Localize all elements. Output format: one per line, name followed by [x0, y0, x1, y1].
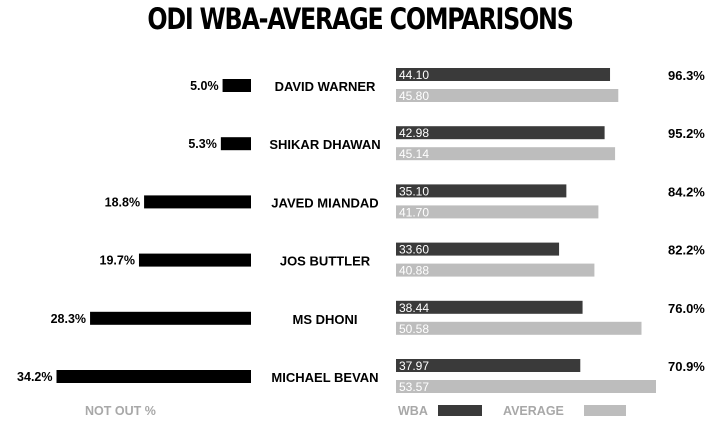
- legend-average-swatch: [584, 405, 626, 416]
- ratio-label: 82.2%: [668, 243, 705, 258]
- not-out-label: 5.3%: [188, 137, 217, 151]
- ratio-label: 76.0%: [668, 301, 705, 316]
- average-value-label: 41.70: [399, 205, 429, 219]
- average-bar: [396, 205, 599, 219]
- not-out-bar: [222, 79, 251, 92]
- wba-bar: [396, 359, 581, 372]
- not-out-bar: [220, 137, 251, 151]
- legend-not-out-label: NOT OUT %: [85, 404, 156, 418]
- player-name: MICHAEL BEVAN: [271, 370, 378, 385]
- average-value-label: 40.88: [399, 264, 429, 278]
- wba-bar: [396, 68, 611, 81]
- average-value-label: 53.57: [399, 380, 429, 394]
- wba-value-label: 38.44: [399, 301, 429, 315]
- not-out-label: 19.7%: [100, 254, 135, 268]
- chart-title: ODI WBA-AVERAGE COMPARISONS: [147, 2, 573, 36]
- wba-bar: [396, 300, 583, 314]
- wba-value-label: 37.97: [399, 359, 429, 373]
- wba-value-label: 42.98: [399, 126, 429, 140]
- legend-wba-label: WBA: [398, 404, 428, 418]
- average-value-label: 45.80: [399, 89, 429, 103]
- not-out-bar: [144, 195, 251, 209]
- player-name: SHIKAR DHAWAN: [269, 137, 380, 152]
- player-name: JAVED MIANDAD: [271, 195, 378, 210]
- legend-wba-swatch: [438, 405, 482, 416]
- not-out-label: 5.0%: [190, 79, 219, 93]
- ratio-label: 95.2%: [668, 126, 705, 141]
- wba-bar: [396, 126, 605, 140]
- not-out-label: 34.2%: [17, 370, 52, 384]
- wba-value-label: 35.10: [399, 184, 429, 198]
- average-bar: [396, 89, 619, 102]
- average-value-label: 45.14: [399, 147, 429, 161]
- player-name: DAVID WARNER: [275, 79, 376, 94]
- not-out-label: 28.3%: [51, 312, 86, 326]
- ratio-label: 70.9%: [668, 359, 705, 374]
- wba-bar: [396, 184, 567, 198]
- wba-value-label: 33.60: [399, 243, 429, 257]
- average-bar: [396, 321, 642, 335]
- wba-value-label: 44.10: [399, 68, 429, 82]
- average-bar: [396, 147, 616, 161]
- not-out-label: 18.8%: [105, 195, 140, 209]
- not-out-bar: [56, 370, 251, 383]
- average-bar: [396, 263, 595, 277]
- player-name: JOS BUTTLER: [280, 254, 371, 269]
- not-out-bar: [90, 311, 251, 325]
- legend-average-label: AVERAGE: [503, 404, 564, 418]
- average-bar: [396, 380, 656, 393]
- not-out-bar: [138, 253, 251, 267]
- ratio-label: 96.3%: [668, 68, 705, 83]
- average-value-label: 50.58: [399, 322, 429, 336]
- wba-bar: [396, 242, 560, 256]
- ratio-label: 84.2%: [668, 184, 705, 199]
- player-name: MS DHONI: [293, 312, 358, 327]
